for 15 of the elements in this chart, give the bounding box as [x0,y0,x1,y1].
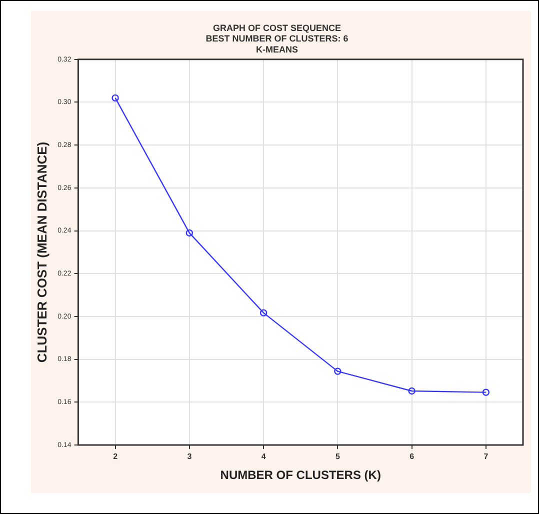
y-axis-title: CLUSTER COST (MEAN DISTANCE) [34,142,50,363]
point [260,309,268,316]
x-axis-title: NUMBER OF CLUSTERS (K) [220,468,381,482]
point [186,229,194,237]
x-tick-label: 4 [261,452,266,462]
x-tick-label: 7 [484,452,489,462]
x-tick-label: 2 [113,452,118,462]
x-tick-label: 5 [335,452,340,462]
x-tick-label: 3 [187,452,192,462]
point [334,368,342,375]
point [482,388,490,396]
point [112,94,119,102]
chart-title: GRAPH OF COST SEQUENCE BEST NUMBER OF CLUSTERS: 6 K-MEANS [206,22,348,54]
x-tick-label: 6 [410,452,415,462]
point [408,387,416,395]
